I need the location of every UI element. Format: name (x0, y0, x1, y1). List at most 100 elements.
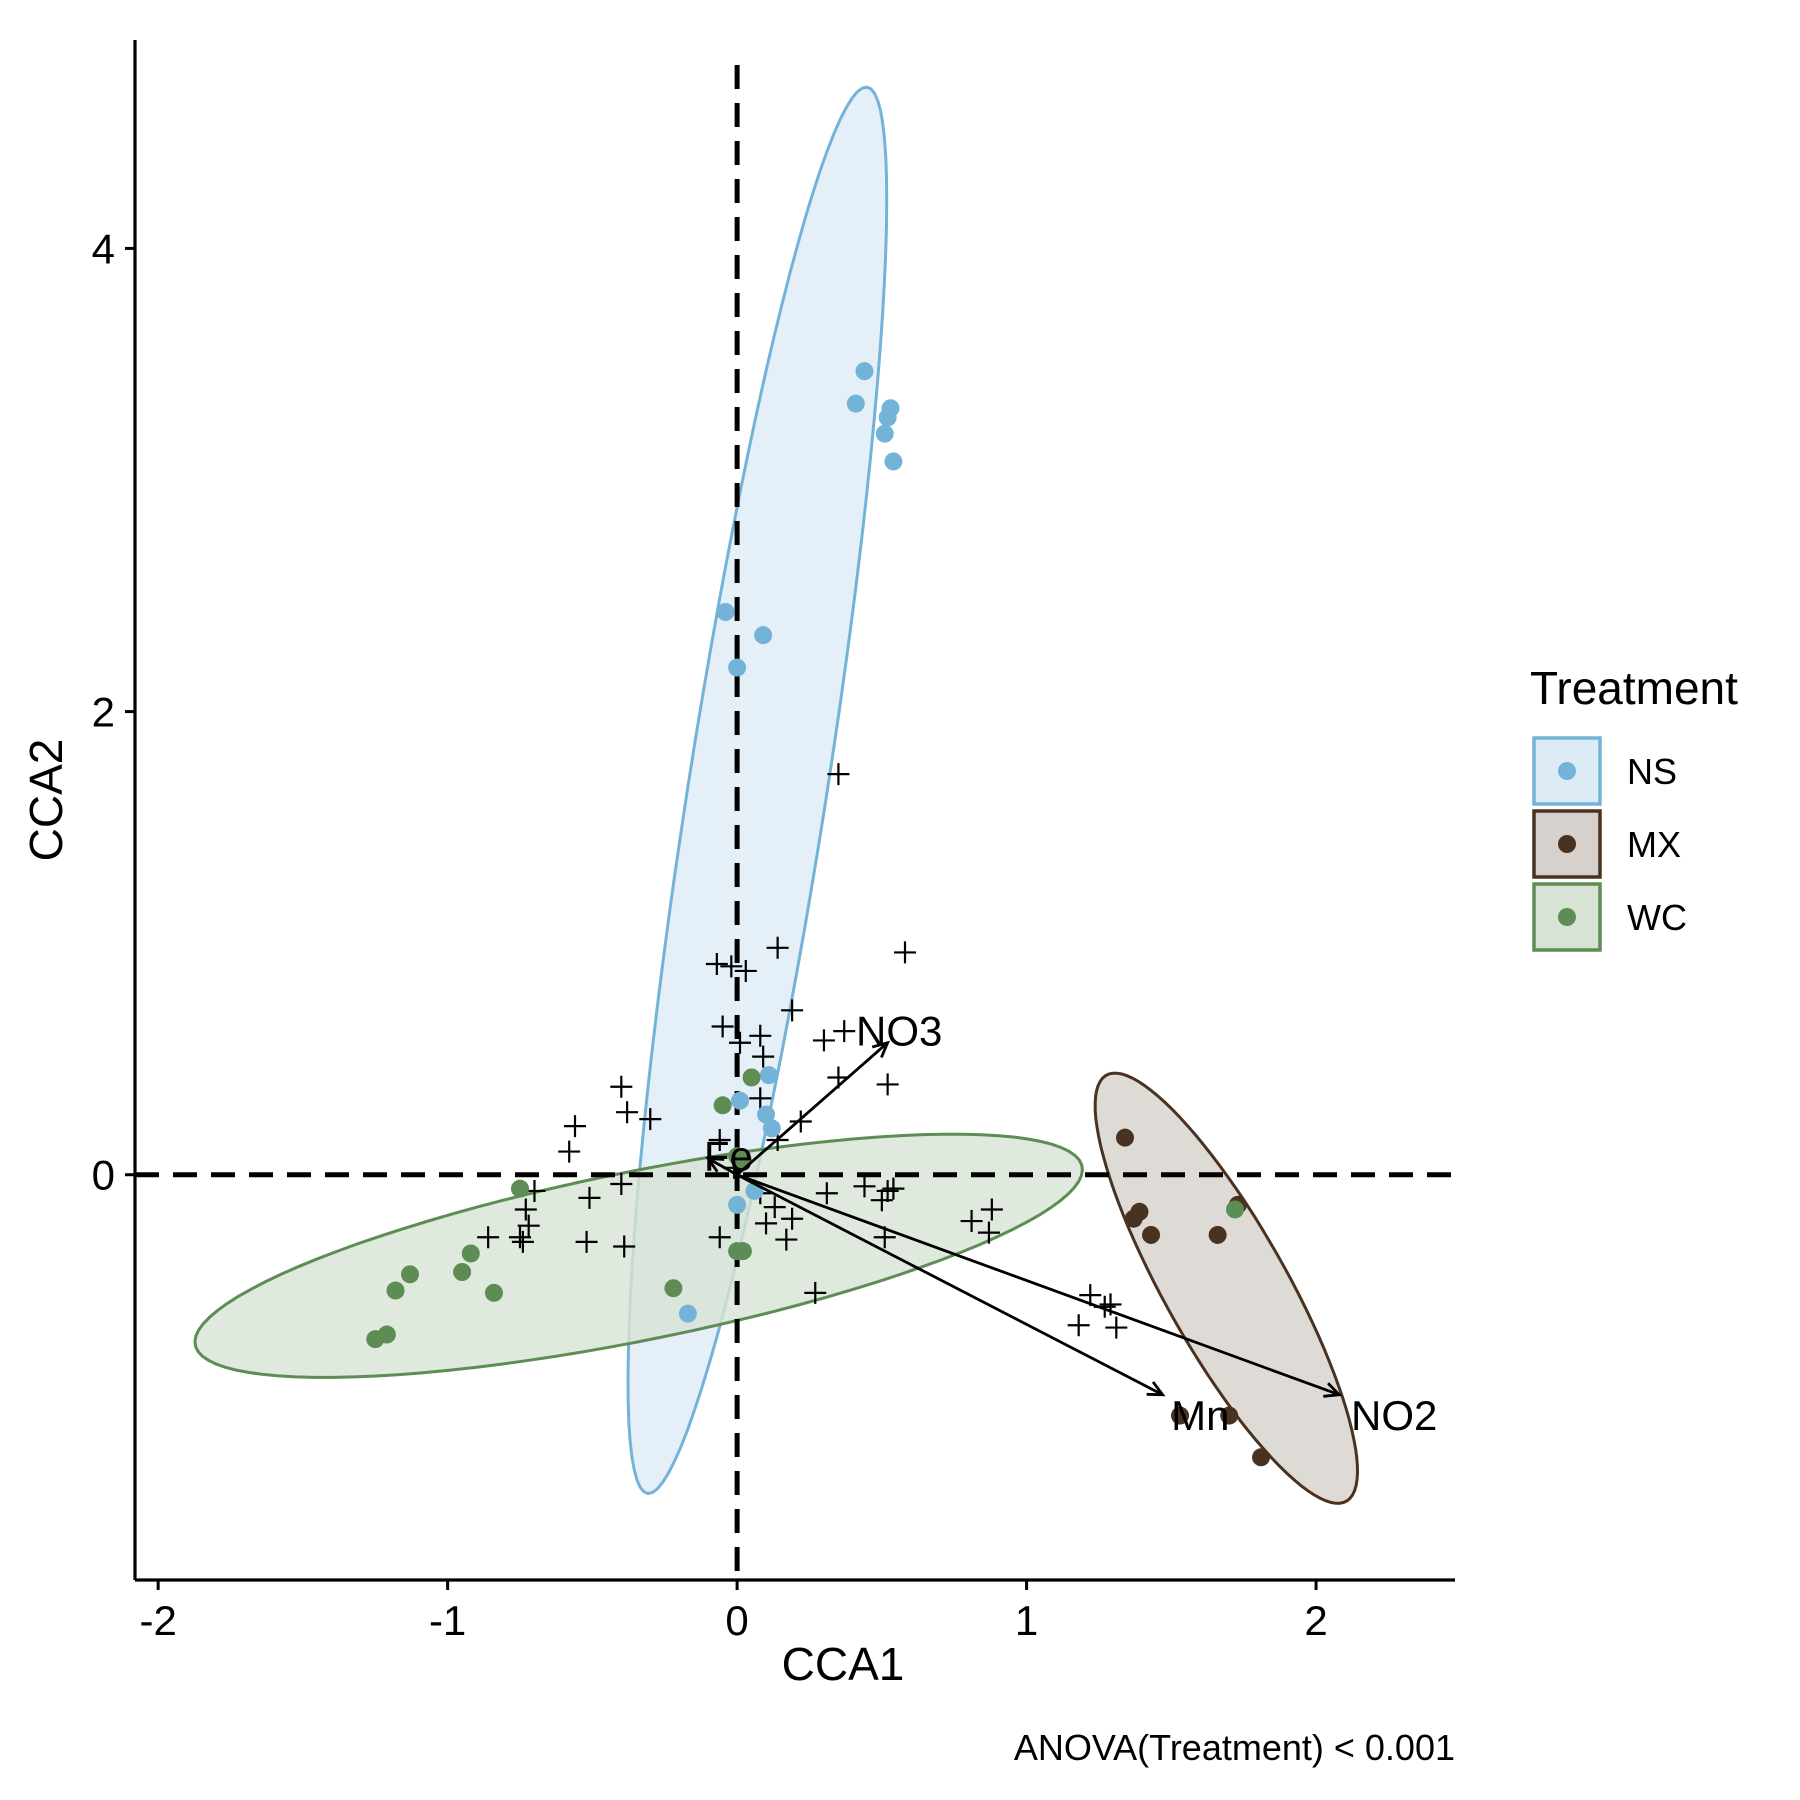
point-wc (742, 1068, 761, 1087)
point-ns (875, 424, 894, 443)
point-ns (731, 1091, 749, 1110)
species-marker (827, 763, 850, 786)
species-marker (781, 999, 804, 1022)
point-ns (846, 394, 865, 413)
species-marker (775, 1228, 798, 1251)
confidence-ellipses (193, 85, 1360, 1505)
y-tick-label: 0 (92, 1152, 115, 1199)
species-markers (477, 763, 1128, 1339)
species-marker (575, 1230, 598, 1253)
legend-label-wc: WC (1627, 897, 1687, 938)
species-marker (734, 959, 757, 982)
point-ns (759, 1066, 778, 1085)
point-ns (762, 1119, 781, 1138)
legend-label-mx: MX (1627, 824, 1681, 865)
point-ns (728, 658, 747, 677)
y-tick-label: 2 (92, 689, 115, 736)
species-marker (894, 941, 916, 964)
species-marker (708, 1129, 731, 1151)
arrowhead-no3 (871, 1040, 891, 1059)
point-mx (1116, 1128, 1134, 1147)
species-marker (752, 1045, 775, 1068)
species-marker (960, 1210, 983, 1233)
species-marker (720, 955, 743, 978)
vector-no2 (736, 1173, 1340, 1397)
point-wc (511, 1179, 529, 1198)
axes: -2 -1 0 1 2 0 2 4 CCA1 CCA2 ANOVA(Treatment) < 0.0… (20, 40, 1455, 1768)
point-ns (728, 1195, 747, 1214)
y-axis-title: CCA2 (20, 739, 72, 862)
legend: Treatment NS MX WC (1530, 662, 1738, 952)
species-marker (708, 1226, 731, 1249)
species-marker (853, 1175, 876, 1198)
point-ns (757, 1105, 776, 1124)
species-marker (517, 1214, 540, 1237)
point-wc (453, 1263, 472, 1281)
x-tick-label: 0 (725, 1597, 748, 1644)
species-marker (749, 1024, 772, 1047)
species-marker (876, 1179, 899, 1202)
species-marker (578, 1186, 601, 1209)
legend-title: Treatment (1530, 662, 1738, 714)
species-marker (610, 1075, 633, 1098)
species-marker (705, 953, 728, 975)
arrowhead-fe (705, 1156, 725, 1173)
species-marker (511, 1230, 534, 1253)
species-marker (564, 1115, 586, 1138)
species-marker (977, 1221, 1000, 1244)
species-marker (833, 1020, 856, 1043)
point-mx (1220, 1406, 1239, 1425)
species-marker (781, 1207, 804, 1230)
point-ns (716, 603, 735, 621)
species-marker (882, 1177, 905, 1200)
point-wc (713, 1096, 732, 1115)
point-mx (1171, 1406, 1189, 1425)
point-wc (461, 1244, 480, 1263)
ellipse-wc (193, 1132, 1084, 1379)
species-marker (749, 1087, 772, 1110)
point-mx (1208, 1225, 1227, 1244)
point-mx (1142, 1225, 1161, 1244)
vector-mn (736, 1173, 1164, 1396)
x-tick-label: -2 (139, 1597, 176, 1644)
point-wc (366, 1330, 385, 1349)
species-marker (763, 1196, 786, 1219)
point-ns (855, 362, 874, 381)
ellipse-ns (626, 85, 889, 1496)
environmental-vectors: NO3 Fe Mn NO2 (704, 1008, 1437, 1439)
vector-fe (707, 1157, 738, 1176)
point-mx (1252, 1448, 1271, 1467)
vector-label-no3: NO3 (856, 1008, 942, 1055)
x-tick-label: 1 (1015, 1597, 1038, 1644)
species-marker (812, 1029, 835, 1052)
species-marker (616, 1101, 639, 1124)
species-marker (804, 1281, 827, 1304)
x-tick-label: 2 (1304, 1597, 1327, 1644)
species-marker (870, 1189, 893, 1212)
species-marker (1067, 1314, 1090, 1337)
vector-label-mn: Mn (1171, 1392, 1229, 1439)
legend-dot-mx (1558, 835, 1576, 853)
species-marker (610, 1173, 633, 1195)
species-marker (509, 1226, 531, 1249)
species-marker (711, 1015, 734, 1038)
species-marker (639, 1108, 662, 1131)
legend-dot-ns (1558, 762, 1576, 780)
species-marker (789, 1110, 812, 1133)
point-ns (678, 1304, 697, 1323)
point-ns (754, 626, 773, 645)
arrowhead-no2 (1323, 1382, 1343, 1398)
vector-no3 (736, 1041, 889, 1176)
y-tick-label: 4 (92, 225, 115, 272)
arrowhead-mn (1146, 1381, 1166, 1397)
point-wc (484, 1283, 503, 1302)
sample-points (366, 362, 1271, 1467)
point-wc (401, 1265, 419, 1284)
species-marker (477, 1226, 500, 1249)
species-marker (729, 1031, 751, 1054)
vector-label-no2: NO2 (1351, 1392, 1437, 1439)
point-wc (733, 1242, 752, 1261)
species-marker (876, 1073, 899, 1096)
species-marker (1105, 1316, 1128, 1339)
